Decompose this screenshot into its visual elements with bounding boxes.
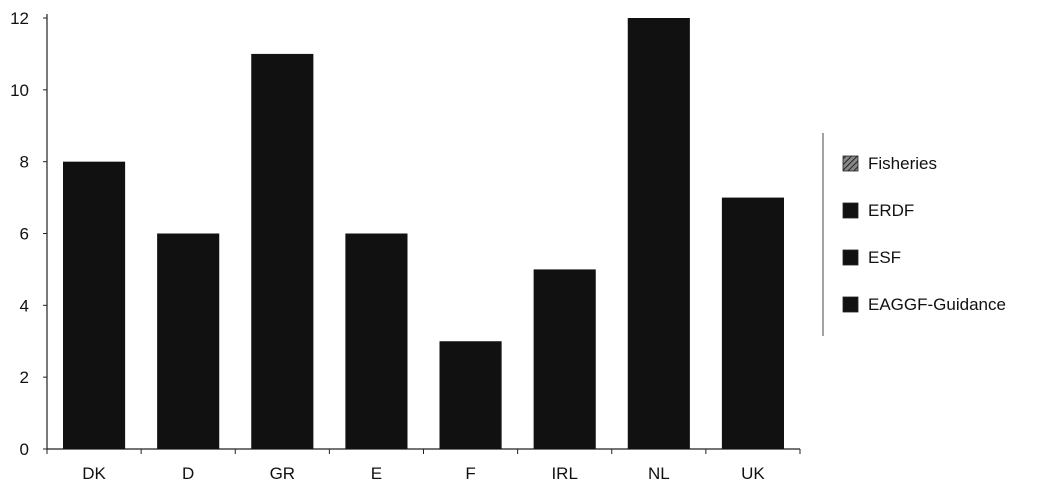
- x-tick-label-dk: DK: [82, 464, 106, 483]
- y-tick-label: 4: [20, 296, 29, 315]
- bar-dk: [63, 161, 126, 449]
- x-tick-label-f: F: [465, 464, 475, 483]
- x-tick-label-gr: GR: [270, 464, 296, 483]
- bar-e: [345, 233, 408, 449]
- legend-swatch-erdf: [842, 202, 859, 219]
- legend: Fisheries ERDF ESF EAGGF-Guidance: [822, 133, 1006, 336]
- bar-f: [439, 341, 502, 449]
- y-tick-label: 12: [10, 9, 29, 28]
- y-tick-label: 10: [10, 81, 29, 100]
- y-tick-label: 0: [20, 440, 29, 459]
- bar-irl: [533, 269, 596, 449]
- y-tick-label: 6: [20, 225, 29, 244]
- y-tick-label: 2: [20, 368, 29, 387]
- x-tick-label-e: E: [371, 464, 382, 483]
- bar-nl: [627, 18, 690, 449]
- legend-swatch-eaggf-guidance: [842, 296, 859, 313]
- bar-uk: [721, 197, 784, 449]
- x-tick-label-uk: UK: [741, 464, 765, 483]
- bar-gr: [251, 53, 314, 450]
- y-tick-label: 8: [20, 153, 29, 172]
- bar-d: [157, 233, 220, 449]
- legend-label-esf: ESF: [868, 248, 901, 267]
- legend-swatch-fisheries: [842, 155, 859, 172]
- x-tick-label-irl: IRL: [551, 464, 577, 483]
- x-tick-label-d: D: [182, 464, 194, 483]
- y-tick-labels: 0 2 4 6 8 10 12: [10, 9, 29, 459]
- bars: [63, 18, 784, 450]
- legend-swatch-esf: [842, 249, 859, 266]
- x-tick-labels: DK D GR E F IRL NL UK: [82, 464, 765, 483]
- legend-label-erdf: ERDF: [868, 201, 914, 220]
- legend-label-eaggf-guidance: EAGGF-Guidance: [868, 295, 1006, 314]
- x-tick-label-nl: NL: [648, 464, 670, 483]
- legend-label-fisheries: Fisheries: [868, 154, 937, 173]
